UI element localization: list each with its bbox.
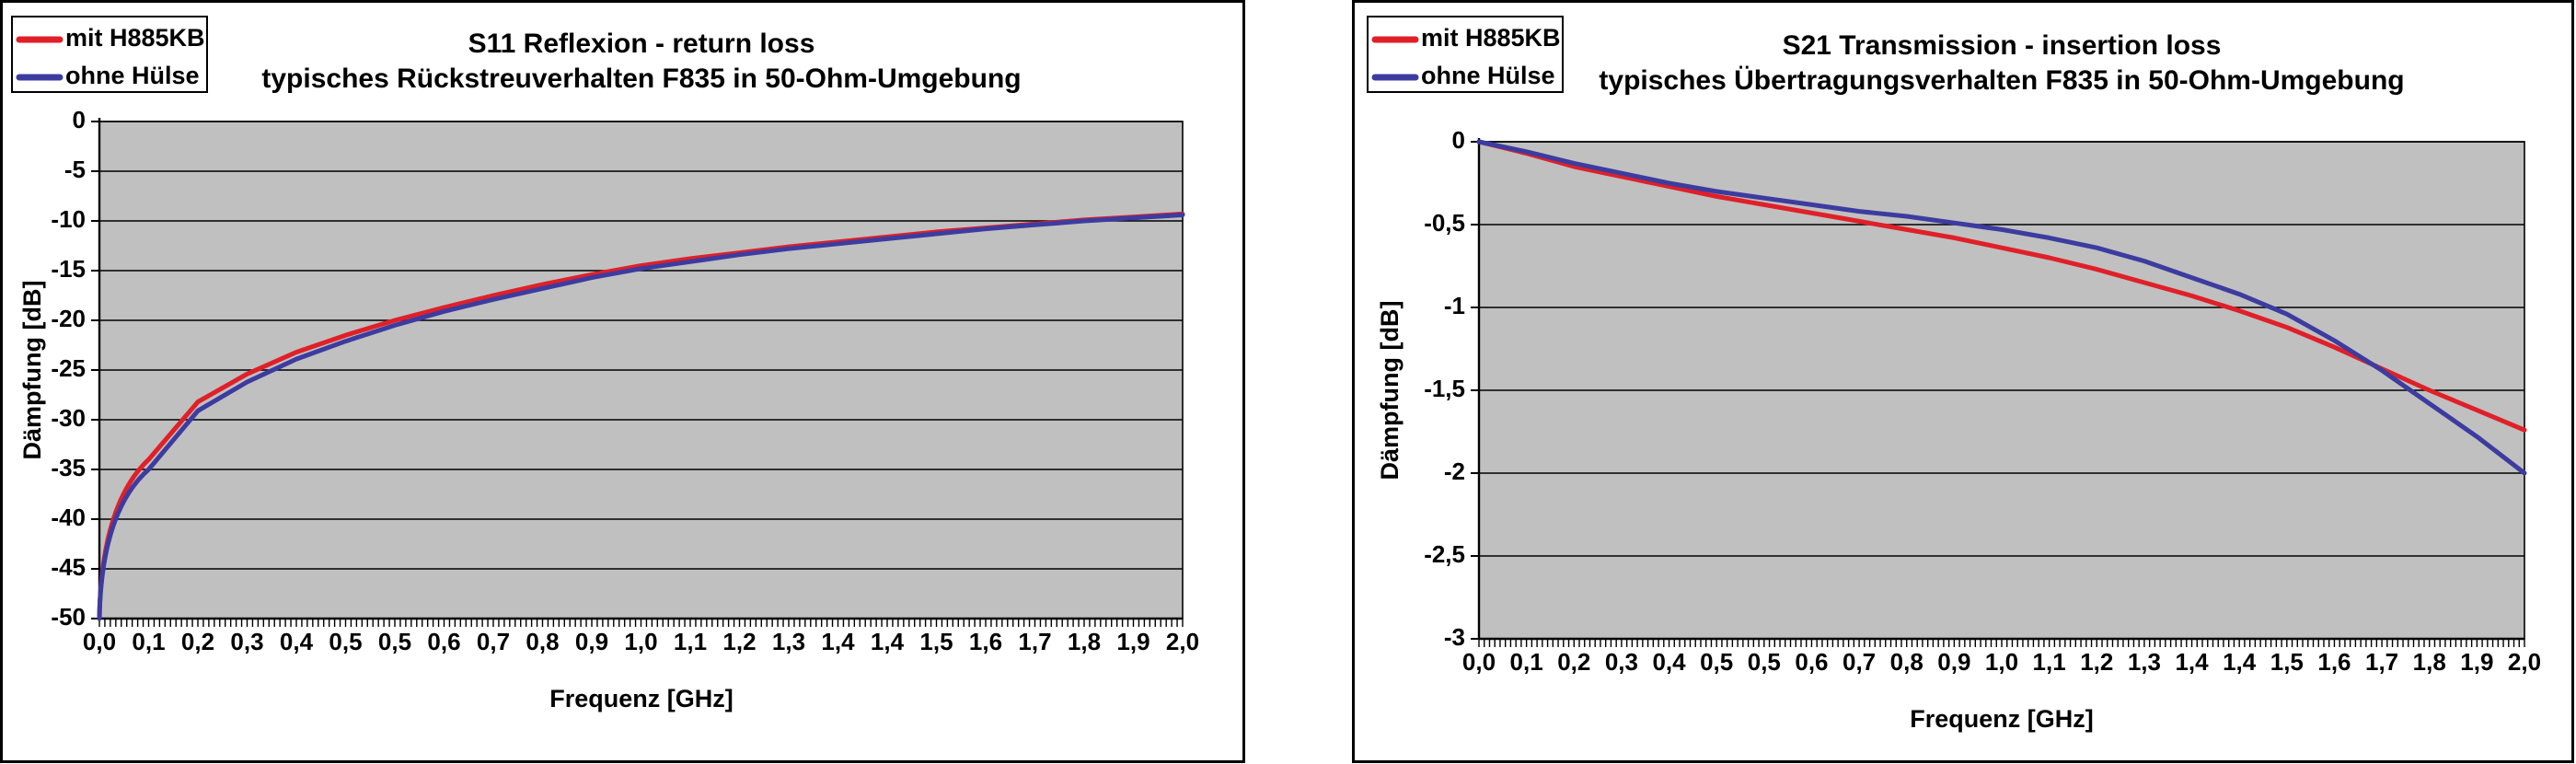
x-tick-label: 0,6 [427, 628, 460, 655]
x-tick-label: 1,4 [2223, 648, 2257, 676]
x-tick-label: 1,7 [1018, 628, 1051, 655]
chart-title: S21 Transmission - insertion loss [1783, 30, 2222, 61]
legend-label: ohne Hülse [65, 62, 200, 89]
x-tick-label: 0,5 [378, 628, 411, 655]
x-tick-label: 1,5 [2270, 648, 2304, 676]
y-tick-label: -3 [1444, 623, 1465, 651]
y-tick-label: -10 [51, 205, 86, 233]
x-tick-label: 1,5 [919, 628, 953, 655]
x-tick-label: 0,7 [1842, 648, 1876, 676]
legend-label: mit H885KB [65, 24, 205, 52]
legend-label: ohne Hülse [1421, 62, 1555, 89]
x-tick-label: 1,0 [1985, 648, 2018, 676]
x-tick-label: 0,6 [1795, 648, 1828, 676]
x-tick-label: 0,2 [181, 628, 214, 655]
x-tick-label: 0,0 [83, 628, 116, 655]
x-tick-label: 1,6 [969, 628, 1002, 655]
x-tick-label: 1,2 [722, 628, 756, 655]
y-tick-label: -35 [51, 454, 86, 481]
y-tick-label: -40 [51, 504, 86, 531]
series-line-mit-h885kb [1476, 139, 2527, 433]
s11-chart: 0 -5 -10 -15 -20 -25 -30 -35 -40 -45 -500,0 0,1 0,2 0… [11, 16, 1199, 712]
x-tick-label: 0,8 [1890, 648, 1923, 676]
x-tick-label: 2,0 [1166, 628, 1199, 655]
y-tick-label: -1,5 [1424, 375, 1465, 402]
x-tick-label: 0,4 [1652, 648, 1686, 676]
y-tick-label: -2 [1444, 457, 1465, 485]
y-tick-label: -50 [51, 603, 86, 631]
x-tick-label: 0,7 [477, 628, 510, 655]
x-tick-label: 1,8 [2413, 648, 2446, 676]
series-line-ohne-huelse [97, 213, 1185, 621]
x-tick-label: 0,3 [230, 628, 263, 655]
x-tick-label: 1,0 [624, 628, 657, 655]
x-tick-label: 1,4 [871, 628, 905, 655]
x-tick-label: 0,2 [1557, 648, 1590, 676]
x-tick-label: 1,1 [2033, 648, 2066, 676]
chart-subtitle: typisches Übertragungsverhalten F835 in … [1599, 65, 2404, 96]
y-tick-label: -1 [1444, 292, 1465, 319]
y-tick-label: -2,5 [1424, 540, 1465, 568]
y-tick-label: -15 [51, 255, 86, 283]
x-tick-label: 0,8 [526, 628, 559, 655]
x-tick-label: 1,4 [2175, 648, 2209, 676]
chart-panel-s11: 0 -5 -10 -15 -20 -25 -30 -35 -40 -45 -50 0,0 0,1 0,2 0… [0, 0, 1245, 763]
y-axis-title: Dämpfung [dB] [1376, 301, 1404, 480]
series-line-ohne-huelse [1476, 139, 2527, 476]
x-tick-label: 0,5 [1700, 648, 1733, 676]
y-tick-label: -45 [51, 553, 86, 581]
chart-panel-s21: 0 -0,5 -1 -1,5 -2 -2,5 -3 0,0 0,1 0,2 0,3 0,4 0,5 0,5… [1352, 0, 2574, 763]
x-axis-title: Frequenz [GHz] [1910, 705, 2094, 733]
x-tick-label: 1,1 [674, 628, 707, 655]
x-tick-label: 0,3 [1605, 648, 1638, 676]
y-tick-label: -25 [51, 354, 86, 382]
x-tick-label: 2,0 [2508, 648, 2541, 676]
x-tick-label: 1,8 [1068, 628, 1101, 655]
y-tick-label: -0,5 [1424, 209, 1465, 237]
x-tick-label: 1,9 [1116, 628, 1149, 655]
x-tick-label: 1,4 [821, 628, 855, 655]
x-tick-label: 0,4 [280, 628, 314, 655]
x-tick-label: 0,1 [1510, 648, 1543, 676]
x-tick-label: 0,0 [1462, 648, 1496, 676]
chart-subtitle: typisches Rückstreuverhalten F835 in 50-… [261, 64, 1021, 94]
x-tick-label: 0,9 [575, 628, 608, 655]
s21-chart: 0 -0,5 -1 -1,5 -2 -2,5 -30,0 0,1 0,2 0,3 0,4 0,5 0,5… [1367, 16, 2541, 733]
x-axis-title: Frequenz [GHz] [549, 685, 734, 712]
chart-title: S11 Reflexion - return loss [468, 29, 815, 59]
y-axis-title: Dämpfung [dB] [18, 281, 46, 460]
x-tick-label: 1,3 [2128, 648, 2161, 676]
y-tick-label: -5 [64, 156, 86, 183]
x-tick-label: 1,2 [2080, 648, 2113, 676]
x-tick-label: 0,5 [329, 628, 362, 655]
y-tick-label: -20 [51, 305, 86, 332]
x-tick-label: 0,9 [1937, 648, 1970, 676]
y-tick-label: 0 [1452, 126, 1465, 154]
x-tick-label: 1,3 [772, 628, 805, 655]
x-tick-label: 0,5 [1748, 648, 1781, 676]
y-tick-label: -30 [51, 404, 86, 432]
x-tick-label: 1,7 [2365, 648, 2398, 676]
legend-label: mit H885KB [1421, 24, 1561, 52]
x-tick-label: 1,6 [2317, 648, 2351, 676]
y-tick-label: 0 [73, 106, 86, 133]
x-tick-label: 0,1 [132, 628, 165, 655]
x-tick-label: 1,9 [2460, 648, 2493, 676]
